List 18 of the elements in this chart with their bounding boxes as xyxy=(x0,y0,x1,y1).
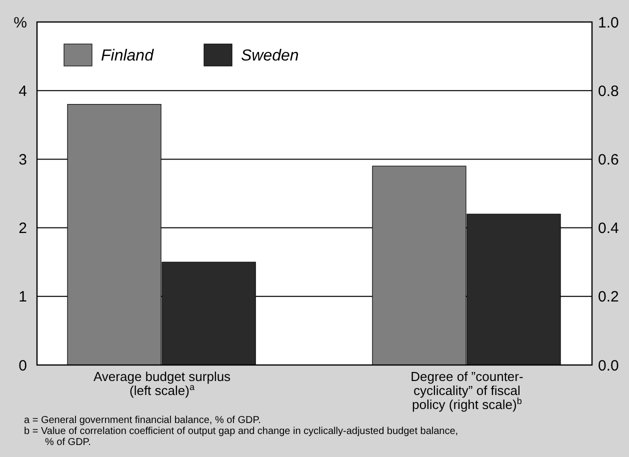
y-tick-label: 4 xyxy=(18,82,27,100)
y-tick-label: 0 xyxy=(18,357,27,374)
y-tick-label: 1 xyxy=(18,288,27,306)
y2-tick-label: 0.4 xyxy=(598,220,619,238)
text: a = General government financial balance, % of GDP. xyxy=(24,415,261,426)
y-tick-label: 3 xyxy=(18,151,27,168)
y-axis-title: % xyxy=(14,14,27,32)
y2-tick-label: 0.8 xyxy=(598,82,619,100)
y2-tick-label: 0.2 xyxy=(598,288,619,306)
text: b = Value of correlation coefficient of output gap and change in cyclically-adjusted budget balance, % of GDP. xyxy=(24,426,458,448)
legend-label: Sweden xyxy=(241,48,299,65)
y2-tick-label: 0.0 xyxy=(598,357,619,374)
x-tick-label: Average budget surplus (left scale)$^{a}$ xyxy=(93,369,232,398)
x-tick-label: Degree of ”counter-cyclicality” of fiscal policy (right scale)$^{b}$ xyxy=(410,369,524,412)
y2-tick-label: 0.6 xyxy=(598,151,619,168)
y-tick-label: 2 xyxy=(18,220,27,238)
legend-label: Finland xyxy=(101,48,155,65)
y2-tick-label: 1.0 xyxy=(598,14,619,32)
